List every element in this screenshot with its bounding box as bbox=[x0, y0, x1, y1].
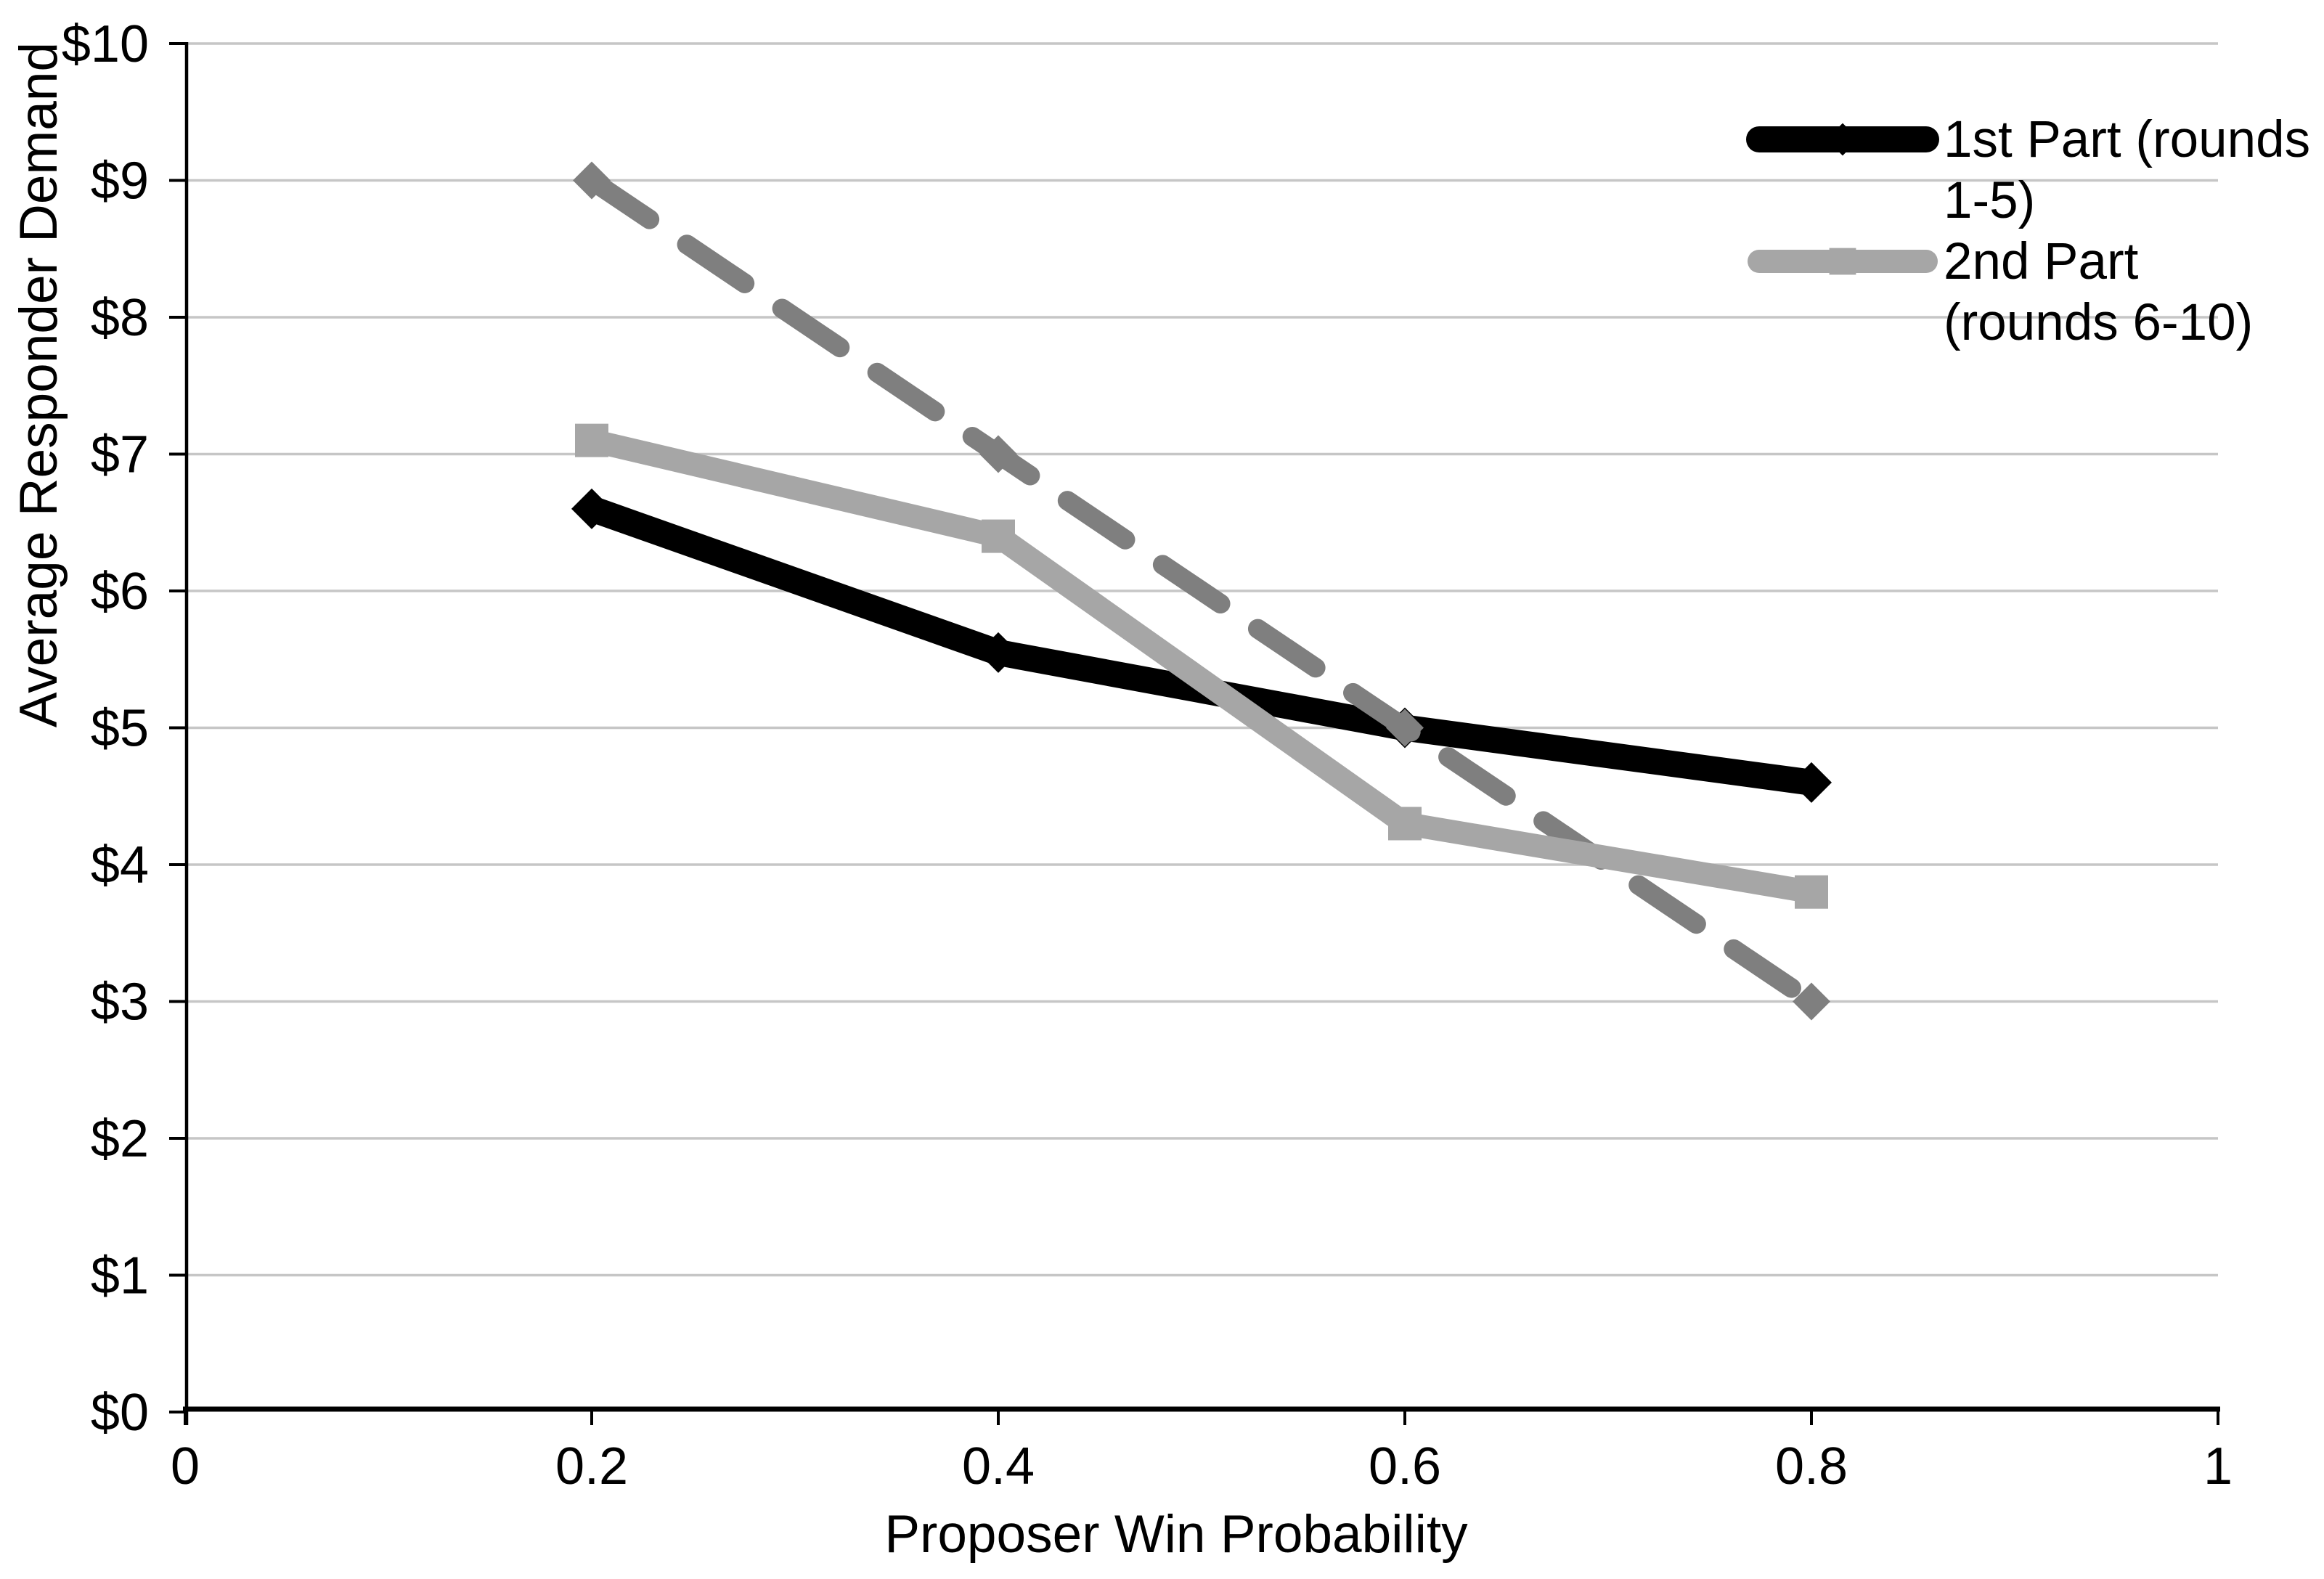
x-tick-label: 0.2 bbox=[555, 1437, 628, 1496]
x-tick-label: 1 bbox=[2203, 1437, 2233, 1496]
square-marker bbox=[1388, 807, 1422, 841]
y-tick-label: $4 bbox=[91, 836, 149, 894]
x-tick-labels: 0 0.2 0.4 0.6 0.8 1 bbox=[171, 1437, 2233, 1496]
y-tick-label: $6 bbox=[91, 563, 149, 621]
y-tick-label: $10 bbox=[62, 15, 149, 73]
y-tick-label: $1 bbox=[91, 1247, 149, 1305]
series-1 bbox=[575, 423, 1828, 909]
diamond-marker bbox=[978, 632, 1019, 673]
x-tick-label: 0.6 bbox=[1369, 1437, 1441, 1496]
y-axis-ticks bbox=[169, 42, 187, 1413]
series-line bbox=[579, 495, 1824, 796]
legend-entry: 2nd Part(rounds 6-10) bbox=[1748, 233, 2253, 351]
diamond-marker bbox=[1386, 709, 1424, 747]
square-marker bbox=[982, 519, 1015, 553]
square-marker bbox=[1829, 248, 1856, 275]
legend-label: 1st Part (rounds bbox=[1944, 111, 2310, 168]
series-0 bbox=[571, 488, 1832, 803]
y-tick-label: $0 bbox=[91, 1384, 149, 1442]
y-axis: $0 $1 $2 $3 $4 $5 $6 $7 $8 $9 $10 bbox=[62, 15, 189, 1442]
x-axis-title: Proposer Win Probability bbox=[884, 1505, 1468, 1564]
diamond-marker bbox=[571, 488, 612, 529]
series-line bbox=[580, 428, 1823, 904]
y-tick-label: $3 bbox=[91, 974, 149, 1032]
series-layer bbox=[571, 161, 1832, 1021]
diamond-marker bbox=[1793, 982, 1830, 1021]
square-marker bbox=[1795, 875, 1828, 909]
diamond-marker bbox=[1791, 762, 1832, 803]
diamond-marker bbox=[1826, 123, 1859, 156]
y-tick-label: $2 bbox=[91, 1110, 149, 1168]
x-tick-label: 0.8 bbox=[1775, 1437, 1848, 1496]
y-axis-title: Average Responder Demand bbox=[9, 42, 68, 727]
legend-label: (rounds 6-10) bbox=[1944, 294, 2253, 351]
x-axis-ticks bbox=[184, 1409, 2219, 1425]
square-marker bbox=[575, 423, 608, 457]
diamond-marker bbox=[573, 161, 611, 200]
legend-label: 1-5) bbox=[1944, 172, 2035, 229]
gridlines bbox=[187, 42, 2218, 1277]
y-tick-label: $5 bbox=[91, 700, 149, 758]
x-tick-label: 0 bbox=[171, 1437, 200, 1496]
diamond-marker bbox=[979, 435, 1017, 473]
y-tick-label: $8 bbox=[91, 289, 149, 347]
legend-label: 2nd Part bbox=[1944, 233, 2139, 290]
y-tick-labels: $0 $1 $2 $3 $4 $5 $6 $7 $8 $9 $10 bbox=[62, 15, 149, 1442]
x-axis: 0 0.2 0.4 0.6 0.8 1 bbox=[171, 1406, 2233, 1496]
y-tick-label: $7 bbox=[91, 426, 149, 484]
x-tick-label: 0.4 bbox=[962, 1437, 1035, 1496]
y-tick-label: $9 bbox=[91, 152, 149, 211]
